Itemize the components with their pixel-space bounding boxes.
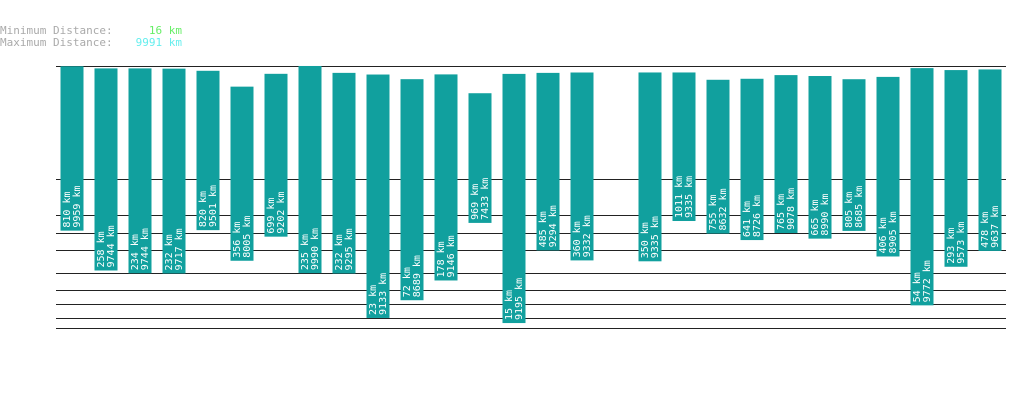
bar bbox=[128, 68, 152, 274]
bar-label: 805 km bbox=[844, 192, 855, 228]
bar bbox=[264, 73, 288, 237]
bar bbox=[332, 72, 356, 274]
bar-label: 8726 km bbox=[752, 195, 763, 237]
bar-label: 23 km bbox=[368, 285, 379, 315]
bar-label: 293 km bbox=[946, 228, 957, 264]
bar-label: 9133 km bbox=[378, 273, 389, 315]
bar bbox=[638, 72, 662, 262]
bar-label: 9744 km bbox=[140, 228, 151, 270]
bar-label: 9637 km bbox=[990, 206, 1001, 248]
bar-label: 72 km bbox=[402, 267, 413, 297]
bar-label: 478 km bbox=[980, 212, 991, 248]
bar-label: 8689 km bbox=[412, 255, 423, 297]
summary-value: 16 km bbox=[149, 24, 182, 37]
bar bbox=[434, 74, 458, 281]
bar-label: 9990 km bbox=[310, 228, 321, 270]
bar-label: 9772 km bbox=[922, 260, 933, 302]
bar bbox=[570, 72, 594, 261]
bar-label: 9335 km bbox=[684, 176, 695, 218]
bar-label: 8990 km bbox=[820, 193, 831, 235]
bar bbox=[944, 70, 968, 267]
bar-label: 234 km bbox=[130, 234, 141, 270]
bar-label: 15 km bbox=[504, 290, 515, 320]
bar-label: 699 km bbox=[266, 198, 277, 234]
bar bbox=[706, 79, 730, 234]
bar-label: 356 km bbox=[232, 222, 243, 258]
bar-label: 8005 km bbox=[242, 216, 253, 258]
bar-label: 235 km bbox=[300, 234, 311, 270]
summary-label: Minimum Distance: bbox=[0, 24, 113, 37]
bar bbox=[400, 79, 424, 301]
bar-label: 9717 km bbox=[174, 228, 185, 270]
bar-label: 9294 km bbox=[548, 205, 559, 247]
bar-label: 1011 km bbox=[674, 176, 685, 218]
bar-label: 258 km bbox=[96, 231, 107, 267]
bar-label: 810 km bbox=[62, 192, 73, 228]
bar-label: 350 km bbox=[640, 222, 651, 258]
bar bbox=[94, 68, 118, 271]
bar bbox=[162, 68, 186, 274]
bar bbox=[672, 72, 696, 222]
bar-label: 9501 km bbox=[208, 185, 219, 227]
bar-label: 360 km bbox=[572, 221, 583, 257]
bar-label: 485 km bbox=[538, 211, 549, 247]
bar-label: 7433 km bbox=[480, 178, 491, 220]
bar-label: 8632 km bbox=[718, 188, 729, 230]
bar-label: 9078 km bbox=[786, 188, 797, 230]
bar bbox=[468, 93, 492, 223]
bar-label: 406 km bbox=[878, 217, 889, 253]
bar-label: 54 km bbox=[912, 272, 923, 302]
bar bbox=[502, 73, 526, 324]
bar-label: 8905 km bbox=[888, 211, 899, 253]
bar bbox=[774, 75, 798, 234]
bar bbox=[842, 79, 866, 231]
bar bbox=[536, 72, 560, 251]
bar-label: 232 km bbox=[334, 234, 345, 270]
bar-label: 178 km bbox=[436, 241, 447, 277]
bar bbox=[910, 68, 934, 306]
bar-label: 9295 km bbox=[344, 228, 355, 270]
bar bbox=[808, 76, 832, 239]
bar bbox=[196, 70, 220, 231]
bar-label: 755 km bbox=[708, 194, 719, 230]
bar-label: 820 km bbox=[198, 191, 209, 227]
bar-label: 9573 km bbox=[956, 222, 967, 264]
bar-label: 9146 km bbox=[446, 235, 457, 277]
bar-label: 9335 km bbox=[650, 216, 661, 258]
bar bbox=[876, 76, 900, 257]
bar bbox=[740, 78, 764, 241]
bar-label: 641 km bbox=[742, 201, 753, 237]
bar bbox=[978, 69, 1002, 251]
bar-label: 232 km bbox=[164, 234, 175, 270]
bar bbox=[366, 74, 390, 318]
bar bbox=[230, 86, 254, 261]
summary-label: Maximum Distance: bbox=[0, 36, 113, 49]
bar-label: 969 km bbox=[470, 184, 481, 220]
bar-label: 9744 km bbox=[106, 225, 117, 267]
bar-label: 9195 km bbox=[514, 278, 525, 320]
summary-value: 9991 km bbox=[136, 36, 183, 49]
bar-label: 9959 km bbox=[72, 185, 83, 227]
bar-label: 765 km bbox=[776, 194, 787, 230]
bar bbox=[60, 66, 84, 231]
bar bbox=[298, 65, 322, 274]
bar-label: 8685 km bbox=[854, 186, 865, 228]
bar-label: 9332 km bbox=[582, 215, 593, 257]
bar-label: 665 km bbox=[810, 200, 821, 236]
bar-label: 9202 km bbox=[276, 192, 287, 234]
